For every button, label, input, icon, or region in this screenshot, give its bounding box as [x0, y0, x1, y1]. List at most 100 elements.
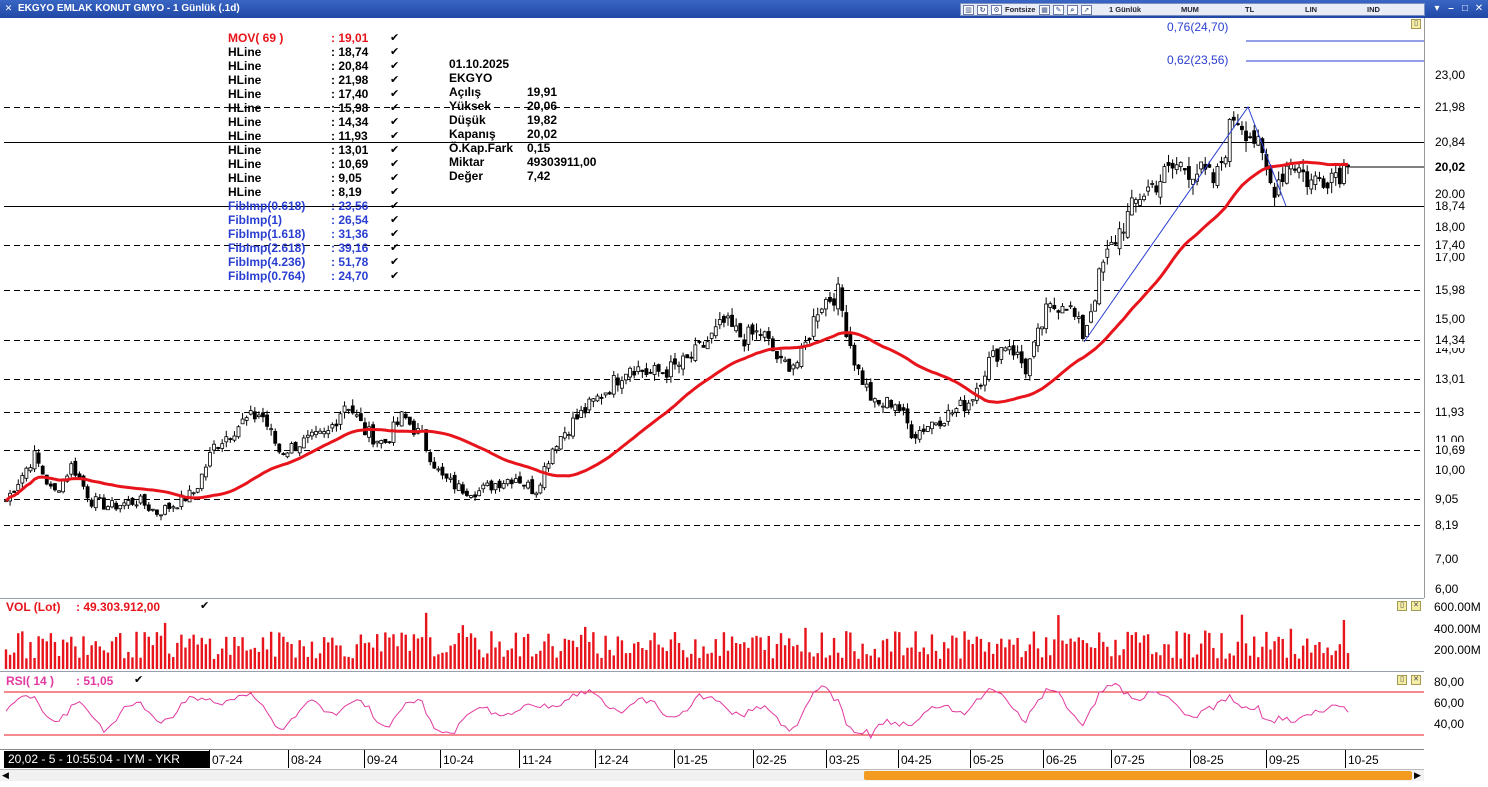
legend-row[interactable]: HLine: 20,84 ✔	[228, 59, 408, 73]
volume-check-icon[interactable]: ✔	[200, 600, 210, 612]
legend-row[interactable]: HLine: 10,69 ✔	[228, 157, 408, 171]
check-icon[interactable]: ✔	[390, 88, 400, 100]
candle-body	[436, 468, 441, 471]
volume-bar	[734, 643, 738, 669]
check-icon[interactable]: ✔	[390, 60, 400, 72]
check-icon[interactable]: ✔	[390, 200, 400, 212]
legend-row[interactable]: HLine: 11,93 ✔	[228, 129, 408, 143]
draw-icon[interactable]: ✎	[1053, 5, 1064, 15]
minimize-icon[interactable]: –	[1448, 3, 1454, 14]
legend-row[interactable]: MOV( 69 ): 19,01 ✔	[228, 31, 408, 45]
currency-tab[interactable]: TL	[1245, 5, 1255, 14]
legend-row[interactable]: FibImp(2.618): 39,16 ✔	[228, 241, 408, 255]
check-icon[interactable]: ✔	[390, 158, 400, 170]
legend-row[interactable]: FibImp(4.236): 51,78 ✔	[228, 255, 408, 269]
check-icon[interactable]: ✔	[390, 172, 400, 184]
rsi-close-icon[interactable]: ✕	[1411, 675, 1421, 685]
vol-collapse-icon[interactable]: ▯	[1397, 601, 1407, 611]
legend-row[interactable]: FibImp(0.618): 23,56 ✔	[228, 199, 408, 213]
legend-row[interactable]: FibImp(1.618): 31,36 ✔	[228, 227, 408, 241]
rsi-chart[interactable]	[0, 672, 1424, 748]
volume-bar	[812, 656, 815, 669]
legend-row[interactable]: FibImp(1): 26,54 ✔	[228, 213, 408, 227]
candle-body	[379, 440, 384, 444]
legend-row[interactable]: HLine: 15,98 ✔	[228, 101, 408, 115]
zoom-icon[interactable]: ⌕	[1067, 5, 1078, 15]
grid-icon[interactable]: ▦	[1039, 5, 1050, 15]
arrow-icon[interactable]: ➚	[1081, 5, 1092, 15]
candle-body	[1056, 310, 1061, 313]
price-chart[interactable]	[0, 18, 1424, 598]
check-icon[interactable]: ✔	[390, 186, 400, 198]
volume-bar	[947, 648, 950, 669]
volume-bar	[743, 642, 746, 669]
check-icon[interactable]: ✔	[390, 270, 400, 282]
check-icon[interactable]: ✔	[390, 242, 400, 254]
settings-icon[interactable]: ⚙	[991, 5, 1002, 15]
legend-row[interactable]: HLine: 8,19 ✔	[228, 185, 408, 199]
scale-tab[interactable]: LIN	[1305, 5, 1318, 14]
legend-row[interactable]: HLine: 14,34 ✔	[228, 115, 408, 129]
volume-bar	[1110, 656, 1113, 669]
candle-body	[571, 417, 575, 437]
check-icon[interactable]: ✔	[390, 256, 400, 268]
check-icon[interactable]: ✔	[390, 130, 400, 142]
legend-row[interactable]: FibImp(0.764): 24,70 ✔	[228, 269, 408, 283]
volume-bar	[1167, 644, 1170, 669]
check-icon[interactable]: ✔	[390, 46, 400, 58]
close-window-icon[interactable]: ✕	[1474, 3, 1484, 14]
close-icon[interactable]: ✕	[4, 3, 13, 13]
legend-row[interactable]: HLine: 9,05 ✔	[228, 171, 408, 185]
legend-row[interactable]: HLine: 17,40 ✔	[228, 87, 408, 101]
check-icon[interactable]: ✔	[390, 74, 400, 86]
collapse-icon[interactable]: ▾	[1434, 3, 1440, 14]
legend-value: : 20,84	[331, 59, 369, 73]
volume-bar	[1208, 632, 1211, 669]
scroll-right-icon[interactable]: ▶	[1414, 770, 1421, 780]
volume-bar	[196, 644, 199, 669]
check-icon[interactable]: ✔	[390, 228, 400, 240]
legend-name: HLine	[228, 171, 262, 185]
volume-bar	[820, 632, 824, 669]
chart-type-icon[interactable]: ▥	[963, 5, 974, 15]
month-label: 02-25	[756, 753, 787, 767]
legend-row[interactable]: HLine: 18,74 ✔	[228, 45, 408, 59]
scroll-thumb[interactable]	[864, 771, 1412, 780]
maximize-icon[interactable]: □	[1461, 3, 1469, 14]
volume-chart[interactable]	[0, 599, 1424, 671]
volume-bar	[1163, 644, 1166, 669]
volume-bar	[1285, 657, 1289, 669]
candle-body	[1305, 171, 1310, 188]
check-icon[interactable]: ✔	[390, 32, 400, 44]
check-icon[interactable]: ✔	[390, 144, 400, 156]
check-icon[interactable]: ✔	[390, 116, 400, 128]
check-icon[interactable]: ✔	[390, 102, 400, 114]
font-size-tab[interactable]: Fontsize	[1005, 5, 1036, 14]
candle-body	[1040, 326, 1044, 330]
month-tick	[595, 750, 596, 768]
month-tick	[674, 750, 675, 768]
candle-body	[930, 421, 934, 430]
panel-options-icon[interactable]: ▯	[1411, 19, 1421, 29]
vol-close-icon[interactable]: ✕	[1411, 601, 1421, 611]
volume-bar	[906, 647, 909, 669]
scroll-left-icon[interactable]: ◀	[2, 770, 9, 780]
volume-bar	[1306, 638, 1309, 669]
rsi-collapse-icon[interactable]: ▯	[1397, 675, 1407, 685]
candles	[4, 111, 1350, 521]
refresh-icon[interactable]: ↻	[977, 5, 988, 15]
period-tab[interactable]: 1 Günlük	[1109, 5, 1142, 14]
volume-bar	[1073, 641, 1076, 669]
candle-body	[1015, 351, 1020, 355]
volume-bar	[335, 645, 338, 669]
check-icon[interactable]: ✔	[390, 214, 400, 226]
legend-row[interactable]: HLine: 13,01 ✔	[228, 143, 408, 157]
candle-body	[775, 351, 779, 360]
indicator-tab[interactable]: IND	[1367, 5, 1380, 14]
volume-bar	[106, 652, 110, 669]
legend-row[interactable]: HLine: 21,98 ✔	[228, 73, 408, 87]
volume-bar	[816, 653, 819, 669]
candle-tab[interactable]: MUM	[1181, 5, 1199, 14]
rsi-check-icon[interactable]: ✔	[134, 674, 144, 686]
candle-body	[746, 326, 751, 345]
